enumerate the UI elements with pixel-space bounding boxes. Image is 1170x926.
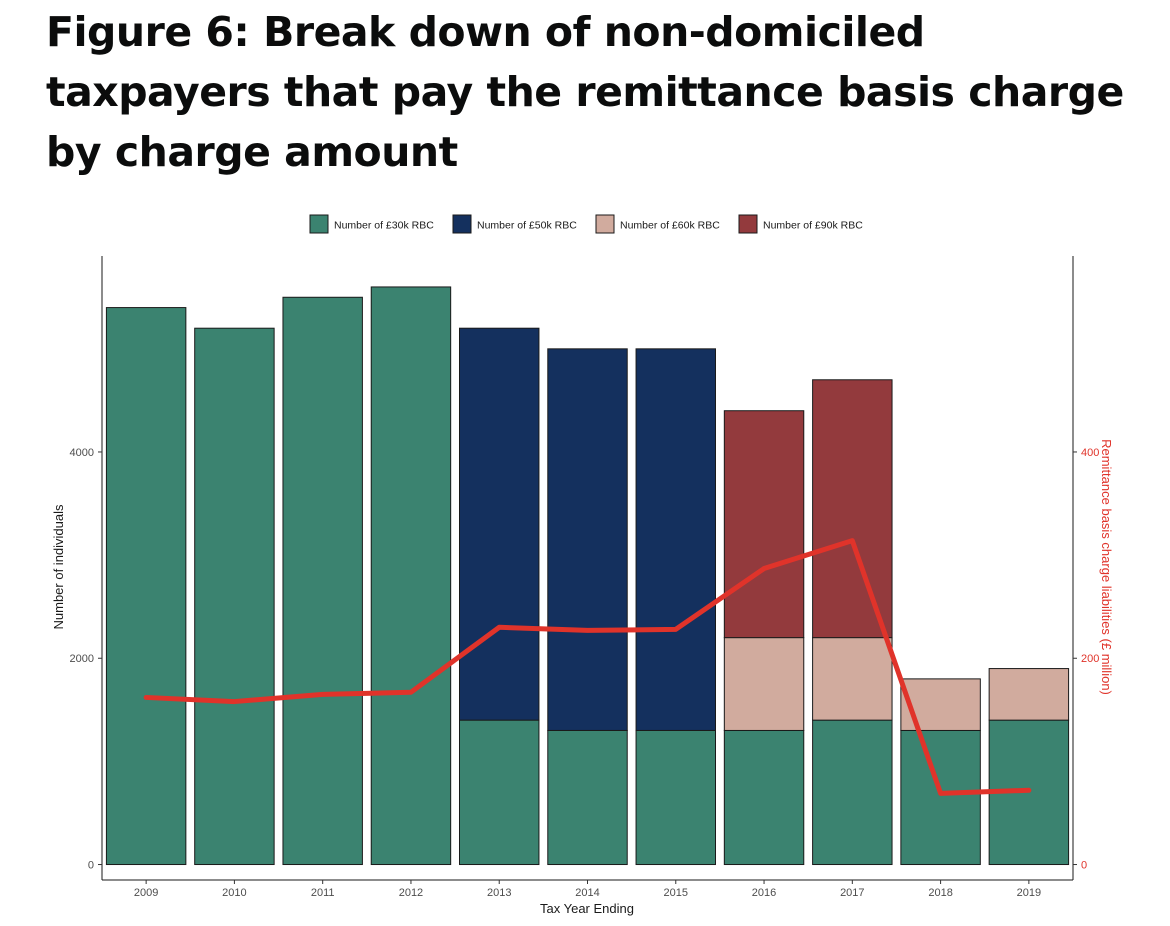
right-tick-label: 400	[1081, 447, 1099, 459]
bar-2015-series-2	[635, 348, 716, 731]
legend-swatch	[738, 214, 758, 234]
y-axis-title: Number of individuals	[51, 504, 66, 630]
legend-swatch	[452, 214, 472, 234]
legend-label: Number of £60k RBC	[620, 220, 720, 232]
legend-label: Number of £50k RBC	[477, 220, 577, 232]
legend-swatch	[309, 214, 329, 234]
bar-2019-series-3	[988, 668, 1070, 721]
left-tick-label: 0	[88, 860, 94, 872]
right-axis: 0 200 400	[1072, 256, 1099, 880]
x-axis: 2009 2010 2011 2012 2013 2014 2015 2016 2017 2018…	[102, 879, 1073, 899]
legend-label: Number of £90k RBC	[763, 220, 863, 232]
right-tick-label: 0	[1081, 860, 1087, 872]
bar-2017-series-4	[812, 379, 893, 639]
bar-2014-series-2	[547, 348, 628, 731]
x-tick-label: 2017	[840, 887, 864, 899]
bar-2018-series-1	[900, 729, 981, 866]
x-tick-label: 2009	[134, 887, 158, 899]
bar-2016-series-1	[723, 729, 805, 866]
bar-2016-series-4	[723, 410, 805, 639]
x-tick-label: 2014	[575, 887, 599, 899]
left-tick-label: 2000	[70, 653, 94, 665]
bar-2012-series-1	[370, 286, 452, 866]
bar-2009-series-1	[105, 307, 187, 866]
secondary-y-axis-title: Remittance basis charge liabilities (£ m…	[1099, 439, 1114, 695]
bar-2017-series-1	[812, 719, 893, 866]
x-tick-label: 2019	[1017, 887, 1041, 899]
liabilities-line	[143, 538, 1032, 796]
bar-2013-series-2	[459, 327, 540, 721]
left-axis: 0 2000 4000	[70, 256, 103, 880]
bar-2015-series-1	[635, 729, 716, 866]
bar-2011-series-1	[282, 296, 363, 866]
x-axis-title: Tax Year Ending	[540, 901, 634, 916]
legend: Number of £30k RBC Number of £50k RBC Numb…	[309, 214, 863, 234]
x-tick-label: 2013	[487, 887, 511, 899]
bar-2014-series-1	[547, 729, 628, 866]
x-tick-label: 2015	[664, 887, 688, 899]
x-tick-label: 2018	[928, 887, 952, 899]
bar-2018-series-3	[900, 678, 981, 731]
page-title: Figure 6: Break down of non-domiciled ta…	[46, 8, 1124, 176]
x-tick-label: 2012	[399, 887, 423, 899]
legend-label: Number of £30k RBC	[334, 220, 434, 232]
x-tick-label: 2011	[311, 887, 335, 899]
left-tick-label: 4000	[70, 447, 94, 459]
plot-area	[105, 286, 1070, 866]
right-tick-label: 200	[1081, 653, 1099, 665]
legend-swatch	[595, 214, 615, 234]
bar-2013-series-1	[459, 719, 540, 866]
bar-2017-series-3	[812, 637, 893, 721]
x-tick-label: 2016	[752, 887, 776, 899]
bar-2010-series-1	[194, 327, 275, 866]
bar-2016-series-3	[723, 637, 805, 731]
x-tick-label: 2010	[222, 887, 246, 899]
